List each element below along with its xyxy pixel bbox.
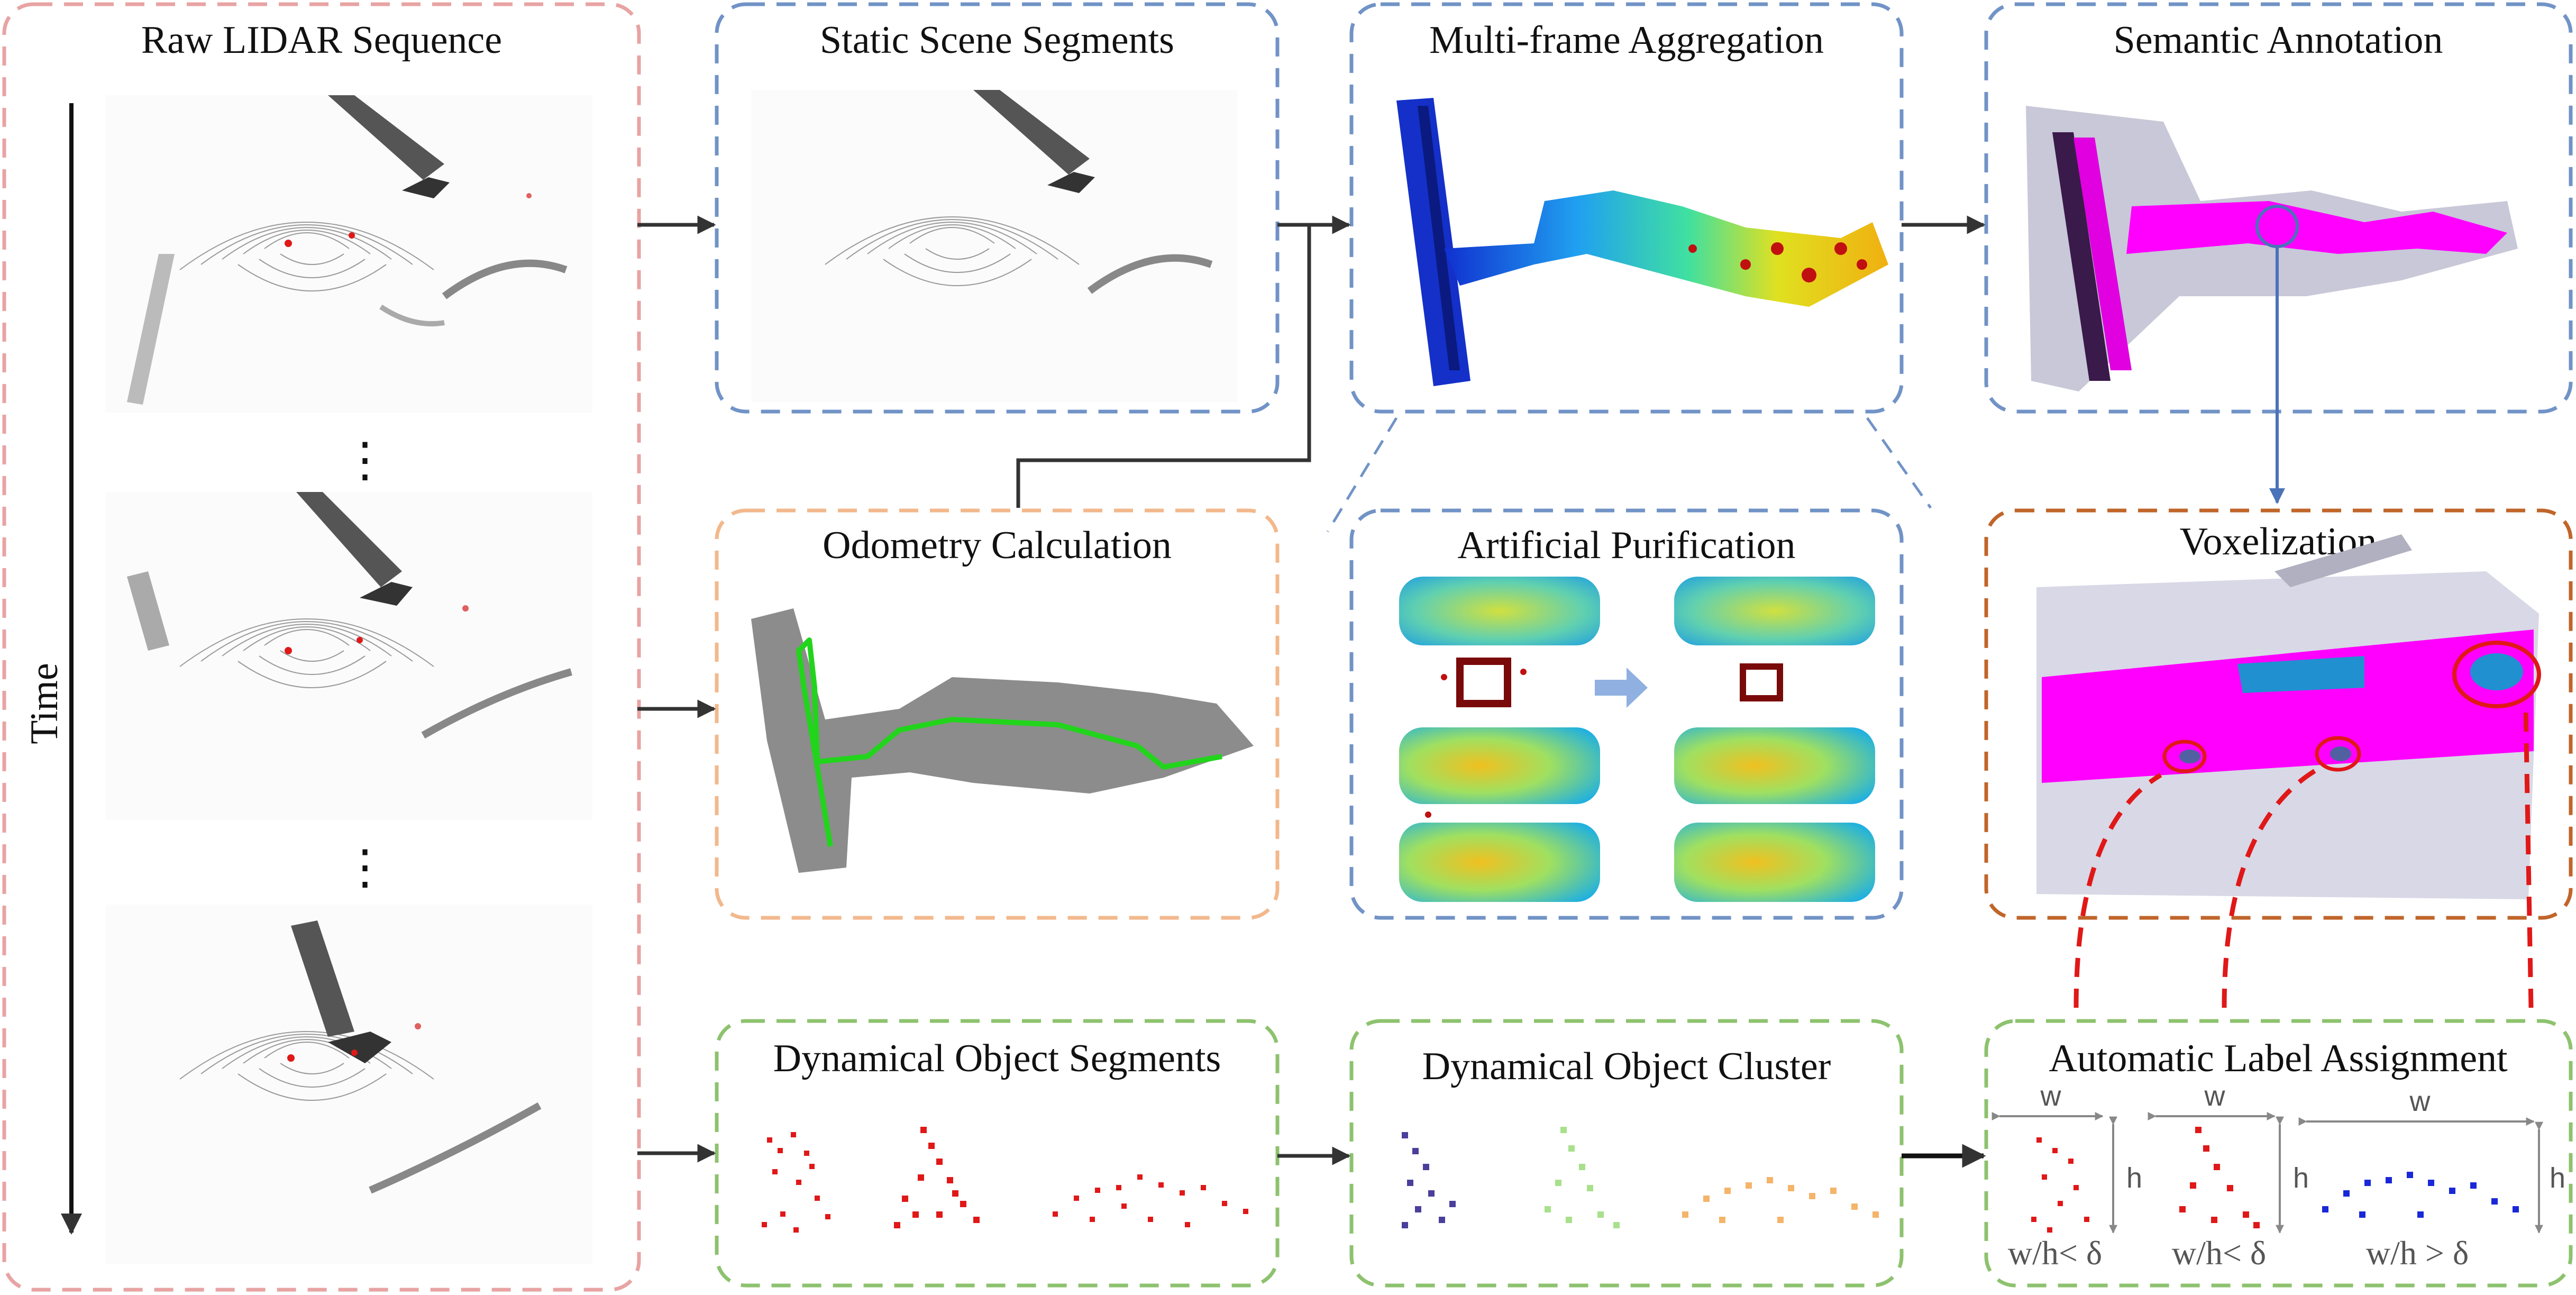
ellipsis-2: ⋮	[341, 842, 389, 894]
label-link-1	[2073, 773, 2162, 1008]
highlight-circle-icon-2	[2315, 736, 2361, 772]
dyn-cluster-2	[1545, 1127, 1620, 1228]
labeled-object-1	[2031, 1137, 2089, 1233]
multi-frame-title: Multi-frame Aggregation	[1429, 19, 1824, 62]
ellipsis-1: ⋮	[341, 434, 389, 487]
highlight-circle-icon-1	[2162, 740, 2207, 773]
dyn-segment-2	[894, 1127, 980, 1228]
raw-lidar-panel	[2, 2, 641, 1292]
labeled-object-3	[2322, 1172, 2519, 1218]
label-link-3	[2523, 708, 2534, 1008]
ratio-label-2: w/h< δ	[2172, 1234, 2266, 1272]
zoom-line-left	[1326, 417, 1398, 533]
label-link-2	[2222, 768, 2318, 1008]
static-scene-image	[751, 90, 1238, 402]
width-label-2: w	[2204, 1080, 2226, 1112]
purification-before	[1399, 577, 1600, 902]
width-label-3: w	[2409, 1086, 2431, 1117]
auto-label-title: Automatic Label Assignment	[2049, 1037, 2508, 1080]
lidar-scan-2	[106, 492, 592, 820]
purification-panel	[1349, 508, 1904, 920]
dyn-cluster-panel	[1349, 1019, 1904, 1288]
lidar-scan-3	[106, 905, 592, 1264]
ratio-label-1: w/h< δ	[2008, 1234, 2102, 1272]
purification-title: Artificial Purification	[1457, 524, 1795, 567]
dyn-segments-title: Dynamical Object Segments	[773, 1037, 1221, 1080]
odometry-panel	[715, 508, 1280, 920]
lidar-scan-1	[106, 95, 592, 413]
height-label-2: h	[2293, 1162, 2309, 1194]
multi-frame-panel	[1349, 2, 1904, 414]
semantic-map	[2026, 106, 2518, 391]
odometry-map	[751, 608, 1254, 873]
static-scene-panel	[715, 2, 1280, 414]
width-label-1: w	[2040, 1080, 2062, 1112]
dyn-cluster-1	[1402, 1132, 1456, 1228]
voxelization-panel	[1984, 508, 2573, 920]
highlight-circle-icon-3	[2452, 641, 2541, 708]
dyn-segment-3	[1053, 1174, 1248, 1227]
raw-lidar-title: Raw LIDAR Sequence	[141, 19, 502, 62]
ratio-label-3: w/h > δ	[2366, 1234, 2469, 1272]
odometry-trajectory	[796, 637, 1222, 847]
zoom-line-right	[1866, 417, 1932, 509]
dyn-segments-panel	[715, 1019, 1280, 1288]
odometry-title: Odometry Calculation	[823, 524, 1172, 567]
aggregated-map	[1396, 98, 1888, 386]
voxel-scene	[2036, 534, 2541, 899]
semantic-title: Semantic Annotation	[2114, 19, 2443, 62]
purification-after	[1674, 577, 1875, 902]
dyn-cluster-3	[1682, 1177, 1879, 1223]
height-label-3: h	[2550, 1162, 2565, 1194]
labeled-object-2	[2179, 1127, 2260, 1228]
height-label-1: h	[2126, 1162, 2142, 1194]
static-scene-title: Static Scene Segments	[820, 19, 1174, 62]
auto-label-panel	[1984, 1019, 2573, 1288]
dyn-segment-1	[762, 1132, 830, 1233]
time-label: Time	[23, 663, 66, 744]
dyn-cluster-title: Dynamical Object Cluster	[1422, 1045, 1831, 1088]
purification-arrow-icon	[1595, 668, 1648, 708]
flow-arrow-odometry-to-aggregation	[1016, 225, 1311, 508]
